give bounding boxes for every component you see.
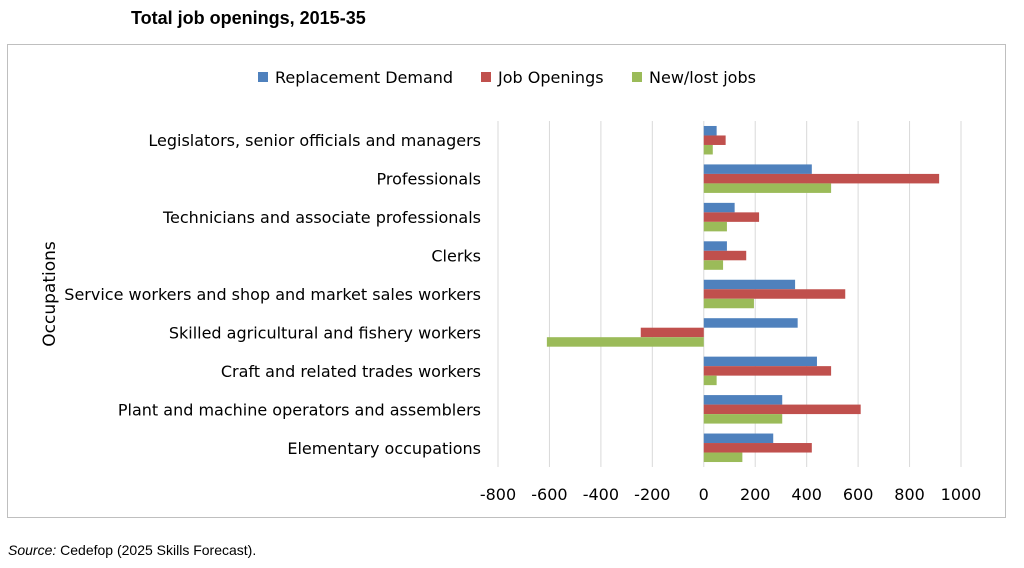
x-tick-label: -200 bbox=[634, 485, 670, 504]
category-label: Skilled agricultural and fishery workers bbox=[169, 323, 481, 342]
x-tick-labels: -800 -600 -400 -200 0 200 400 600 800 1000 bbox=[480, 485, 982, 504]
bar bbox=[703, 433, 774, 444]
x-tick-label: 0 bbox=[699, 485, 709, 504]
legend-swatch bbox=[632, 72, 642, 82]
bar bbox=[703, 395, 783, 405]
bar bbox=[703, 125, 717, 136]
bar bbox=[703, 375, 717, 386]
category-label: Clerks bbox=[431, 247, 481, 266]
bar bbox=[546, 337, 704, 347]
bar bbox=[703, 173, 940, 184]
bar bbox=[703, 404, 861, 415]
legend-label: Replacement Demand bbox=[275, 68, 453, 87]
source-note: Source: Cedefop (2025 Skills Forecast). bbox=[8, 542, 256, 558]
category-label: Service workers and shop and market sale… bbox=[64, 285, 481, 304]
x-tick-label: 800 bbox=[894, 485, 925, 504]
x-tick-label: 400 bbox=[791, 485, 822, 504]
source-label: Source: bbox=[8, 542, 57, 558]
x-tick-label: -600 bbox=[531, 485, 567, 504]
bar bbox=[703, 241, 727, 251]
bar bbox=[703, 164, 812, 174]
y-axis-label: Occupations bbox=[40, 241, 60, 347]
bar bbox=[703, 144, 713, 155]
bar bbox=[703, 452, 743, 463]
chart-frame bbox=[7, 44, 1006, 518]
bar bbox=[703, 318, 798, 328]
bar bbox=[703, 356, 817, 367]
x-tick-label: 200 bbox=[740, 485, 771, 504]
legend: Replacement Demand Job Openings New/lost j… bbox=[258, 68, 756, 87]
x-tick-label: -800 bbox=[480, 485, 516, 504]
bar bbox=[703, 135, 726, 145]
bar bbox=[703, 250, 747, 261]
x-tick-label: 1000 bbox=[941, 485, 982, 504]
chart-title: Total job openings, 2015-35 bbox=[131, 8, 366, 28]
legend-swatch bbox=[258, 72, 268, 82]
legend-label: Job Openings bbox=[497, 68, 604, 87]
bar bbox=[703, 202, 735, 213]
bar bbox=[640, 327, 704, 338]
category-label: Technicians and associate professionals bbox=[162, 208, 481, 227]
bar bbox=[703, 260, 724, 270]
category-label: Craft and related trades workers bbox=[221, 362, 481, 381]
bar bbox=[703, 212, 760, 222]
bars bbox=[546, 125, 940, 463]
category-label: Elementary occupations bbox=[287, 439, 481, 458]
legend-label: New/lost jobs bbox=[649, 68, 756, 87]
x-tick-label: -400 bbox=[583, 485, 619, 504]
bar bbox=[703, 183, 832, 193]
bar bbox=[703, 443, 812, 453]
category-labels: Legislators, senior officials and manage… bbox=[64, 131, 481, 458]
bar bbox=[703, 279, 796, 290]
bar bbox=[703, 366, 832, 376]
x-tick-label: 600 bbox=[843, 485, 874, 504]
category-label: Professionals bbox=[377, 170, 482, 189]
source-text: Cedefop (2025 Skills Forecast). bbox=[56, 542, 257, 558]
bar bbox=[703, 298, 754, 309]
bar bbox=[703, 221, 727, 232]
bar bbox=[703, 289, 846, 299]
legend-swatch bbox=[481, 72, 491, 82]
category-label: Legislators, senior officials and manage… bbox=[148, 131, 481, 150]
bar bbox=[703, 414, 783, 424]
category-label: Plant and machine operators and assemble… bbox=[118, 400, 481, 419]
